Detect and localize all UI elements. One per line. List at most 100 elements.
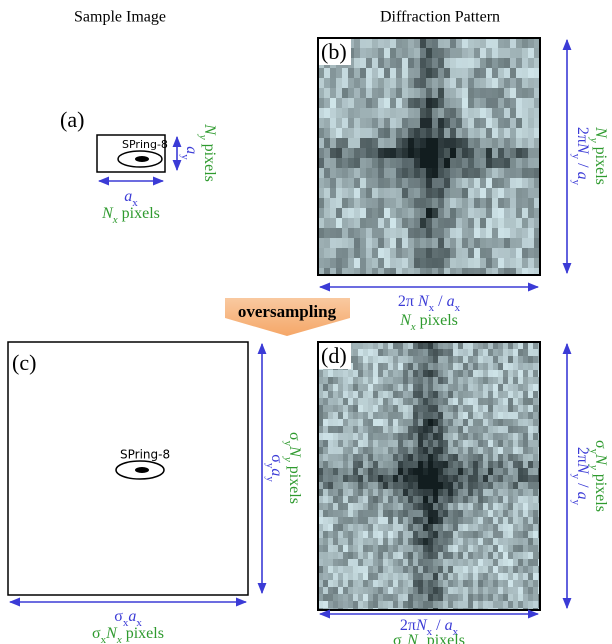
texture-cell	[378, 218, 384, 228]
texture-cell	[368, 587, 373, 594]
texture-cell	[388, 496, 393, 503]
texture-cell	[426, 128, 432, 138]
texture-cell	[492, 218, 498, 228]
texture-cell	[456, 78, 462, 88]
texture-cell	[448, 587, 453, 594]
texture-cell	[366, 228, 372, 238]
texture-cell	[378, 188, 384, 198]
texture-cell	[428, 545, 433, 552]
texture-cell	[383, 510, 388, 517]
texture-cell	[403, 552, 408, 559]
texture-cell	[373, 573, 378, 580]
texture-cell	[518, 475, 523, 482]
texture-cell	[513, 398, 518, 405]
texture-cell	[348, 268, 354, 275]
texture-cell	[432, 128, 438, 138]
texture-cell	[486, 88, 492, 98]
texture-cell	[456, 178, 462, 188]
texture-cell	[402, 228, 408, 238]
texture-cell	[504, 118, 510, 128]
texture-cell	[518, 545, 523, 552]
texture-cell	[378, 412, 383, 419]
texture-cell	[453, 510, 458, 517]
texture-cell	[463, 384, 468, 391]
texture-cell	[423, 363, 428, 370]
texture-cell	[486, 178, 492, 188]
texture-cell	[388, 391, 393, 398]
texture-cell	[504, 78, 510, 88]
texture-cell	[358, 398, 363, 405]
texture-cell	[348, 158, 354, 168]
texture-cell	[443, 342, 448, 349]
texture-cell	[493, 517, 498, 524]
texture-cell	[338, 384, 343, 391]
texture-cell	[402, 128, 408, 138]
dimension-label: σxNx pixels	[92, 625, 164, 644]
texture-cell	[396, 88, 402, 98]
texture-cell	[336, 178, 342, 188]
texture-cell	[418, 517, 423, 524]
texture-cell	[468, 405, 473, 412]
texture-cell	[388, 370, 393, 377]
texture-cell	[348, 566, 353, 573]
texture-cell	[518, 405, 523, 412]
texture-cell	[433, 496, 438, 503]
texture-cell	[508, 496, 513, 503]
texture-cell	[468, 48, 474, 58]
texture-cell	[492, 148, 498, 158]
texture-cell	[513, 342, 518, 349]
label-part: pixels	[423, 632, 465, 644]
texture-cell	[428, 552, 433, 559]
texture-cell	[353, 573, 358, 580]
texture-cell	[498, 48, 504, 58]
texture-cell	[363, 370, 368, 377]
texture-cell	[528, 594, 533, 601]
texture-cell	[453, 524, 458, 531]
texture-cell	[338, 405, 343, 412]
texture-cell	[450, 158, 456, 168]
texture-cell	[360, 238, 366, 248]
texture-cell	[330, 188, 336, 198]
texture-cell	[516, 208, 522, 218]
texture-cell	[343, 391, 348, 398]
texture-cell	[462, 118, 468, 128]
texture-cell	[403, 503, 408, 510]
texture-cell	[358, 510, 363, 517]
texture-cell	[328, 482, 333, 489]
texture-cell	[448, 580, 453, 587]
texture-cell	[393, 573, 398, 580]
texture-cell	[503, 601, 508, 608]
texture-cell	[342, 78, 348, 88]
texture-cell	[480, 138, 486, 148]
texture-cell	[414, 168, 420, 178]
texture-cell	[513, 531, 518, 538]
texture-cell	[488, 356, 493, 363]
texture-cell	[403, 475, 408, 482]
texture-cell	[360, 258, 366, 268]
texture-cell	[533, 559, 538, 566]
texture-cell	[528, 496, 533, 503]
texture-cell	[328, 538, 333, 545]
texture-cell	[372, 128, 378, 138]
texture-cell	[423, 405, 428, 412]
texture-cell	[478, 377, 483, 384]
texture-cell	[388, 573, 393, 580]
texture-cell	[393, 552, 398, 559]
texture-cell	[533, 538, 538, 545]
texture-cell	[348, 228, 354, 238]
texture-cell	[518, 559, 523, 566]
texture-cell	[358, 433, 363, 440]
texture-cell	[398, 510, 403, 517]
texture-cell	[372, 78, 378, 88]
texture-cell	[354, 58, 360, 68]
texture-cell	[358, 482, 363, 489]
texture-cell	[348, 98, 354, 108]
texture-cell	[413, 489, 418, 496]
texture-cell	[513, 510, 518, 517]
texture-cell	[516, 188, 522, 198]
texture-cell	[353, 496, 358, 503]
texture-cell	[333, 475, 338, 482]
texture-cell	[438, 496, 443, 503]
texture-cell	[414, 118, 420, 128]
texture-cell	[458, 370, 463, 377]
